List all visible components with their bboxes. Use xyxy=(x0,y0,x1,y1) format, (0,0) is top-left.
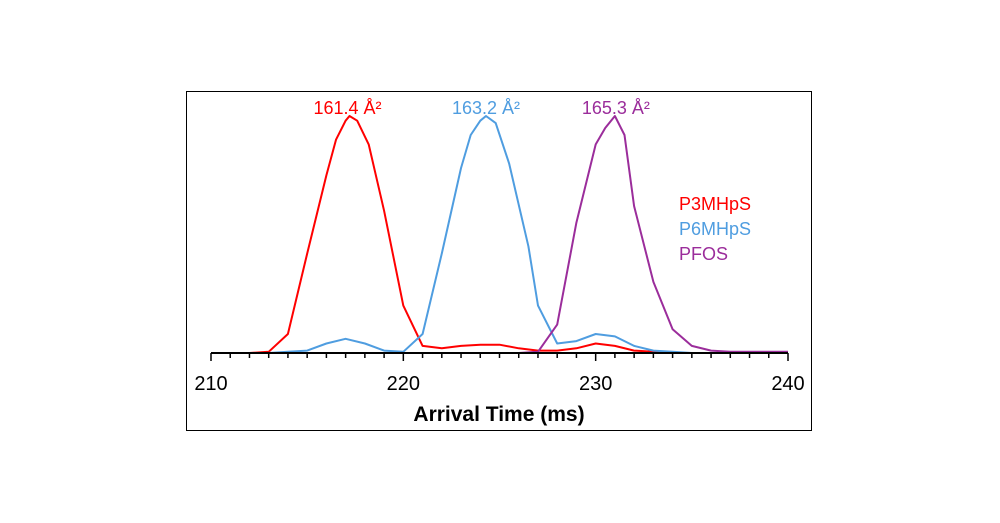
x-tick-label: 240 xyxy=(771,373,804,395)
x-tick-label: 220 xyxy=(387,373,420,395)
x-axis-title: Arrival Time (ms) xyxy=(413,403,584,426)
x-tick-label: 210 xyxy=(194,373,227,395)
peak-label-p6mhps: 163.2 Å² xyxy=(452,98,520,118)
peak-label-pfos: 165.3 Å² xyxy=(582,98,650,118)
peak-label-layer: 161.4 Å² 163.2 Å² 165.3 Å² xyxy=(313,98,649,118)
peak-label-p3mhps: 161.4 Å² xyxy=(313,98,381,118)
x-tick-label: 230 xyxy=(579,373,612,395)
chart-frame xyxy=(186,91,812,431)
legend-entry-pfos: PFOS xyxy=(679,244,728,264)
tick-layer: 210 220 230 240 xyxy=(194,353,805,395)
legend-entry-p6mhps: P6MHpS xyxy=(679,219,751,239)
legend: P3MHpS P6MHpS PFOS xyxy=(679,194,751,264)
legend-entry-p3mhps: P3MHpS xyxy=(679,194,751,214)
